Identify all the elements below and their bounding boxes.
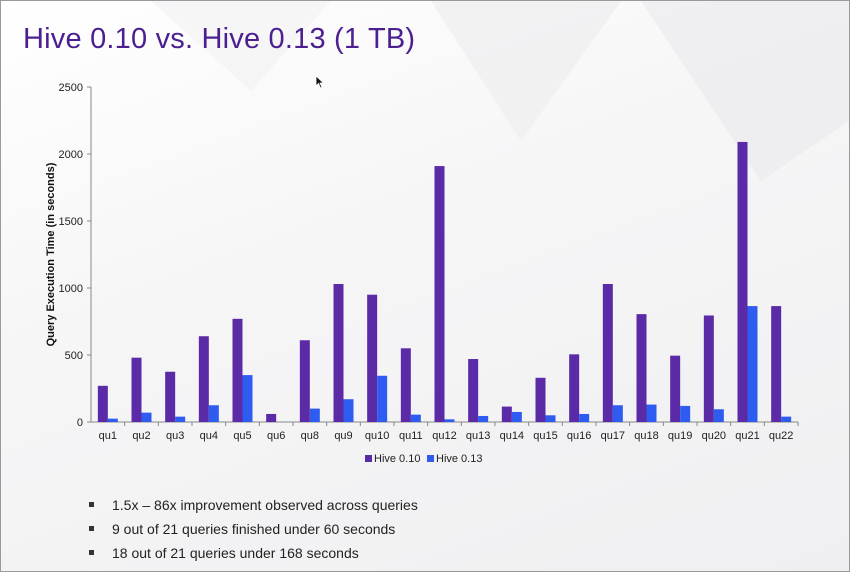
bullet-marker [89, 502, 94, 507]
x-tick-label: qu6 [267, 430, 285, 442]
bar-hive-0-10 [468, 359, 479, 422]
x-tick-label: qu13 [466, 430, 490, 442]
x-tick-label: qu15 [533, 430, 557, 442]
x-tick-label: qu2 [132, 430, 150, 442]
bullet-text: 1.5x – 86x improvement observed across q… [112, 497, 418, 513]
bar-hive-0-13 [680, 405, 691, 422]
bar-hive-0-10 [367, 294, 378, 422]
bar-hive-0-10 [501, 406, 512, 422]
bar-hive-0-13 [781, 416, 792, 422]
x-tick-label: qu14 [500, 430, 524, 442]
legend-label: Hive 0.10 [374, 453, 420, 465]
bar-hive-0-13 [377, 375, 388, 422]
bar-hive-0-10 [636, 314, 647, 422]
y-tick-label: 2000 [59, 149, 83, 161]
x-tick-label: qu17 [601, 430, 625, 442]
bar-chart: 0 500 1000 1500 2000 2500 Query Execution Time… [45, 82, 799, 465]
bar-hive-0-10 [266, 413, 277, 422]
bar-hive-0-10 [569, 354, 580, 422]
y-tick-label: 1500 [59, 216, 83, 228]
x-tick-label: qu16 [567, 430, 591, 442]
bar-hive-0-13 [141, 412, 152, 422]
x-tick-label: qu10 [365, 430, 389, 442]
bar-hive-0-13 [747, 306, 758, 422]
bar-hive-0-13 [107, 418, 118, 422]
bar-hive-0-13 [410, 414, 421, 422]
bar-hive-0-13 [579, 413, 590, 422]
bar-hive-0-10 [333, 283, 344, 422]
bullet-item: 9 out of 21 queries finished under 60 se… [89, 519, 418, 543]
x-tick-label: qu22 [769, 430, 793, 442]
y-tick-label: 0 [77, 417, 83, 429]
bar-hive-0-10 [670, 355, 681, 422]
bar-hive-0-13 [309, 408, 320, 422]
x-tick-label: qu5 [233, 430, 251, 442]
bar-hive-0-13 [242, 375, 253, 422]
bar-hive-0-10 [737, 141, 748, 422]
bar-hive-0-10 [131, 357, 142, 422]
mouse-pointer-icon [315, 75, 325, 89]
bullet-text: 9 out of 21 queries finished under 60 se… [112, 521, 396, 537]
bar-hive-0-10 [198, 336, 209, 422]
x-tick-label: qu11 [399, 430, 423, 442]
y-tick-label: 500 [65, 350, 83, 362]
bullet-text: 18 out of 21 queries under 168 seconds [112, 545, 359, 561]
bar-hive-0-13 [612, 405, 623, 422]
x-tick-label: qu20 [702, 430, 726, 442]
bar-hive-0-10 [703, 315, 714, 422]
bar-hive-0-13 [511, 411, 522, 422]
y-tick-label: 2500 [59, 82, 83, 94]
bullet-item: 18 out of 21 queries under 168 seconds [89, 543, 418, 567]
bar-hive-0-10 [97, 385, 108, 422]
bar-hive-0-10 [232, 318, 243, 422]
bullet-marker [89, 526, 94, 531]
bar-hive-0-13 [208, 405, 219, 422]
y-tick-label: 1000 [59, 283, 83, 295]
slide-title: Hive 0.10 vs. Hive 0.13 (1 TB) [23, 23, 416, 55]
bullet-item: 1.5x – 86x improvement observed across q… [89, 495, 418, 519]
x-tick-label: qu1 [99, 430, 117, 442]
x-tick-label: qu3 [166, 430, 184, 442]
bar-hive-0-10 [299, 340, 310, 422]
bar-hive-0-13 [343, 399, 354, 422]
x-tick-label: qu8 [301, 430, 319, 442]
bar-hive-0-13 [646, 404, 657, 422]
bar-hive-0-10 [535, 377, 546, 422]
x-tick-label: qu21 [735, 430, 759, 442]
y-axis-label: Query Execution Time (in seconds) [45, 162, 57, 346]
bar-hive-0-13 [175, 416, 186, 422]
x-tick-label: qu9 [334, 430, 352, 442]
bar-hive-0-13 [478, 415, 489, 422]
x-tick-label: qu12 [432, 430, 456, 442]
legend-swatch [427, 455, 434, 462]
bar-hive-0-10 [400, 348, 411, 422]
x-tick-label: qu18 [634, 430, 658, 442]
bar-hive-0-10 [165, 371, 176, 422]
legend-label: Hive 0.13 [436, 453, 482, 465]
bar-hive-0-13 [444, 419, 455, 422]
bar-hive-0-10 [771, 306, 782, 422]
bar-hive-0-13 [545, 415, 556, 422]
x-tick-label: qu4 [200, 430, 218, 442]
legend-swatch [365, 455, 372, 462]
bullet-marker [89, 550, 94, 555]
bar-hive-0-10 [434, 166, 445, 422]
bar-hive-0-10 [602, 283, 613, 422]
bar-hive-0-13 [713, 409, 724, 422]
bullet-list: 1.5x – 86x improvement observed across q… [89, 495, 418, 567]
x-tick-label: qu19 [668, 430, 692, 442]
